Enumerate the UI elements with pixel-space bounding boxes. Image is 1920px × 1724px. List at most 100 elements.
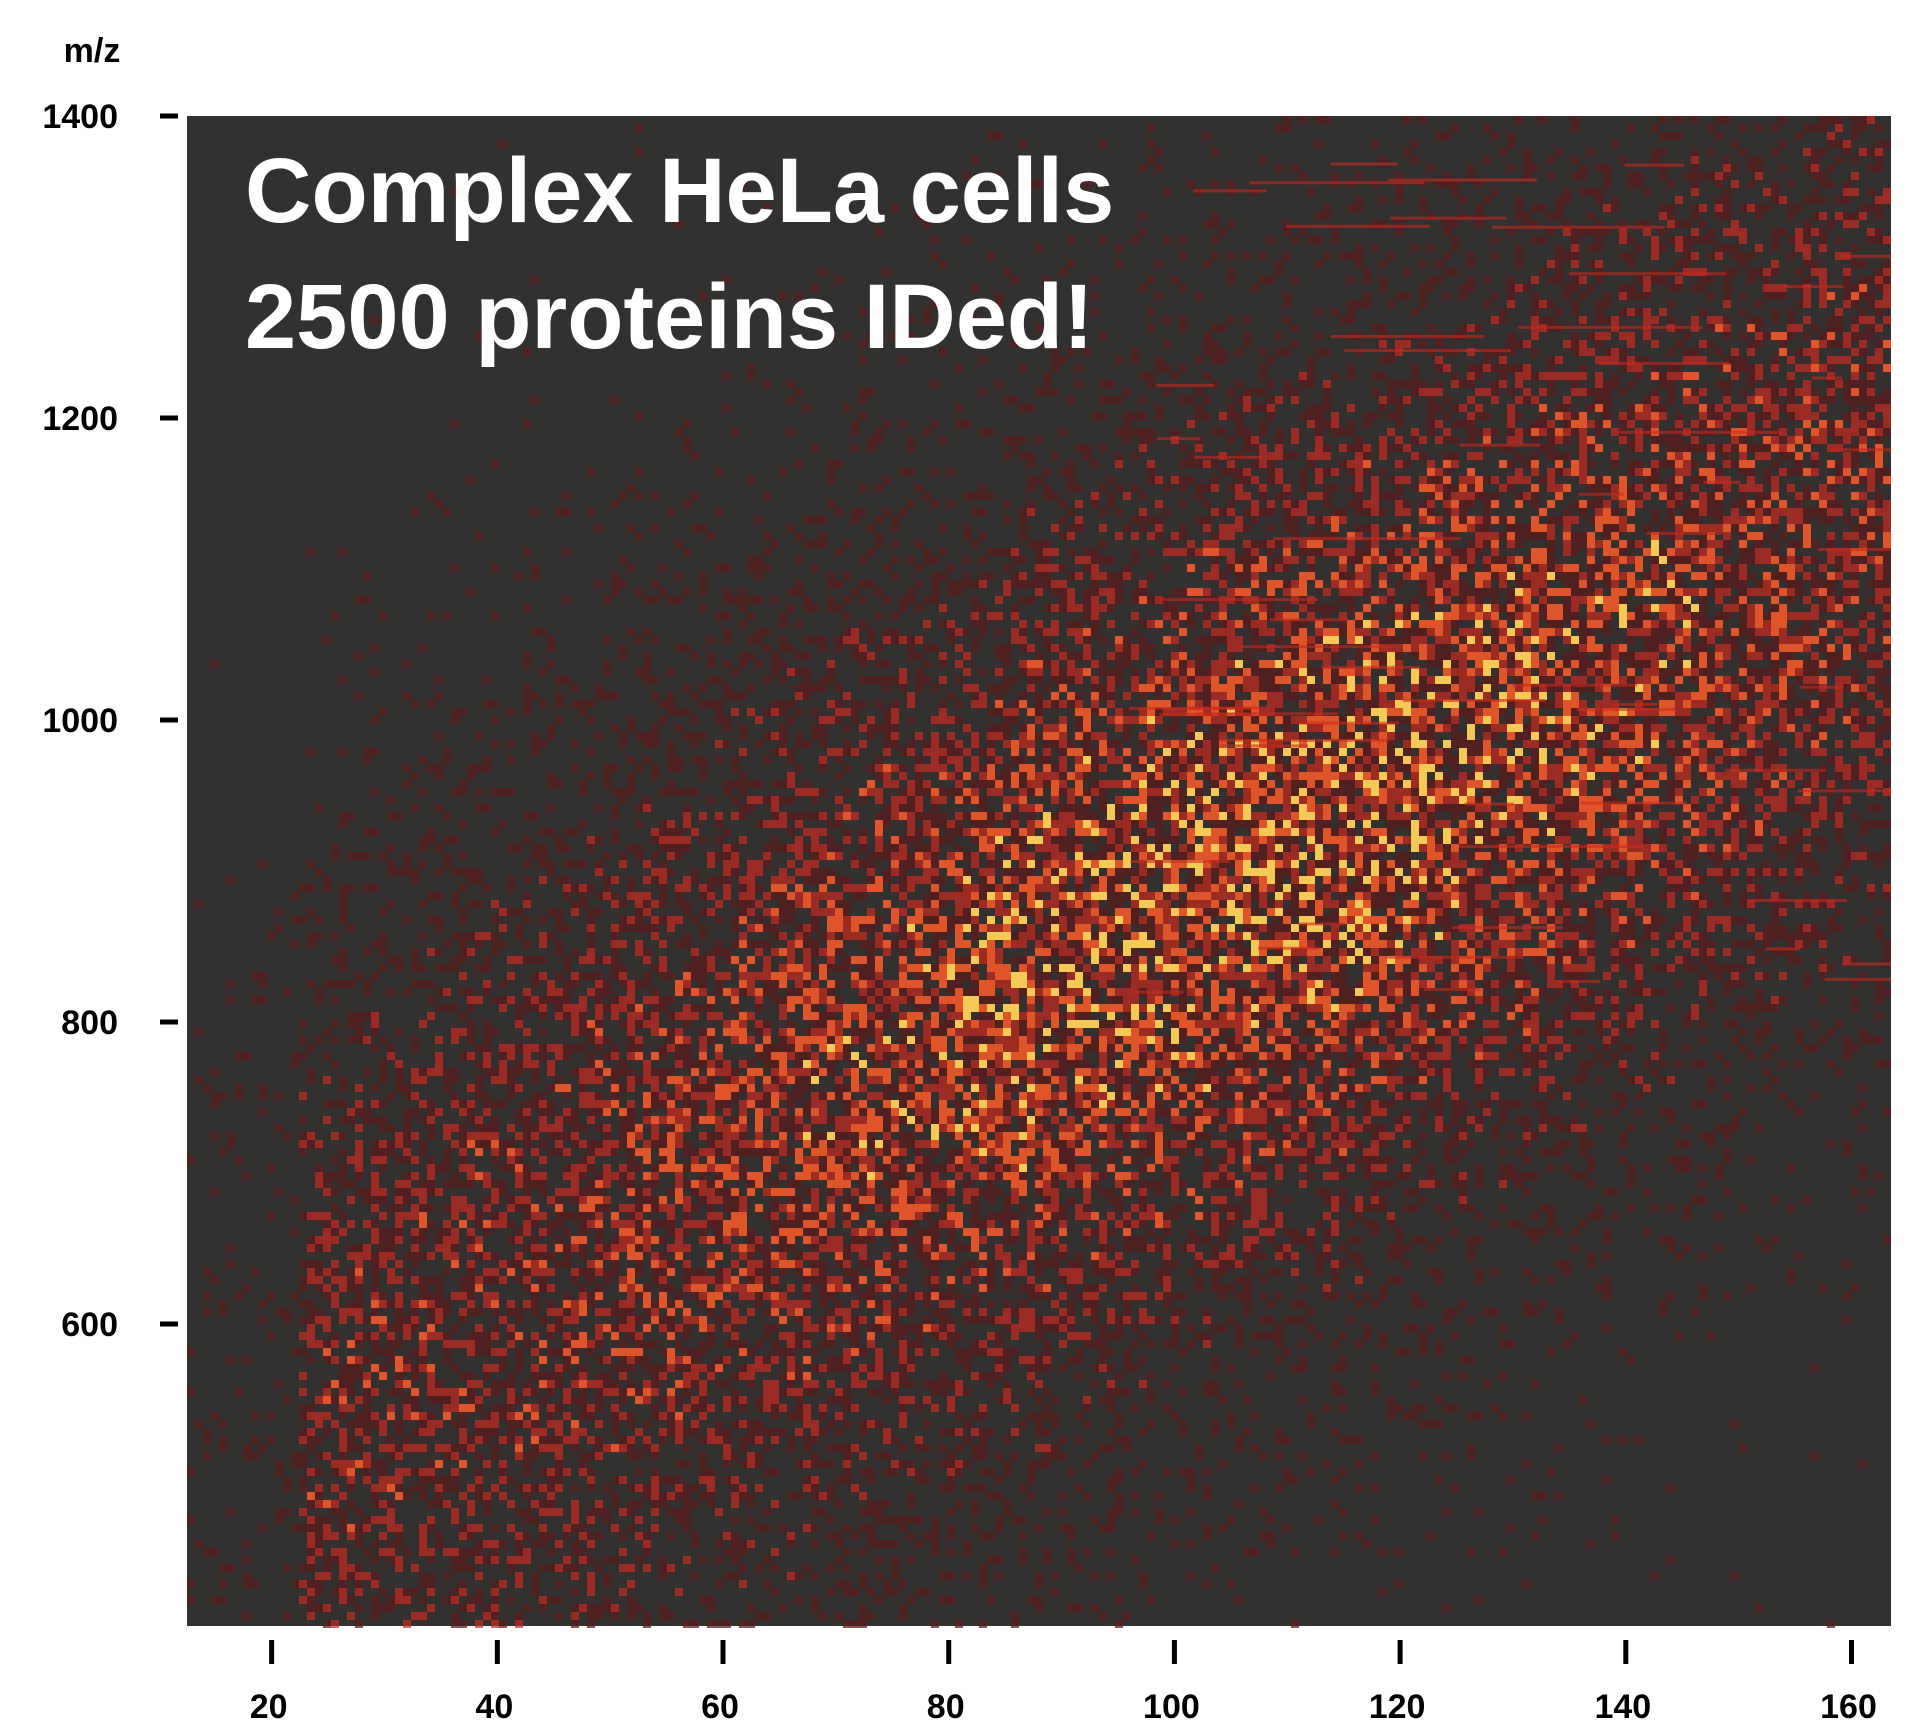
heatmap-cell [611, 932, 619, 940]
heatmap-cell [211, 1188, 219, 1196]
heatmap-cell [731, 1548, 739, 1556]
heatmap-cell [675, 940, 683, 948]
heatmap-cell [387, 1508, 395, 1516]
heatmap-cell [779, 996, 787, 1004]
heatmap-cell [611, 1524, 619, 1532]
heatmap-cell [915, 932, 923, 940]
heatmap-cell [923, 1476, 931, 1484]
heatmap-cell [627, 716, 635, 724]
heatmap-cell [683, 1076, 691, 1084]
heatmap-cell [227, 996, 235, 1004]
heatmap-cell [763, 1140, 771, 1148]
heatmap-cell [411, 964, 419, 972]
heatmap-cell [635, 804, 643, 812]
heatmap-cell [443, 988, 451, 996]
heatmap-cell [611, 1324, 619, 1332]
heatmap-cell [891, 916, 899, 924]
heatmap-cell [659, 1164, 667, 1172]
heatmap-cell [771, 932, 779, 940]
heatmap-cell [843, 1204, 851, 1212]
heatmap-cell [203, 1436, 211, 1444]
heatmap-cell [763, 1076, 771, 1084]
heatmap-cell [387, 868, 395, 876]
heatmap-cell [523, 1220, 531, 1228]
heatmap-cell [771, 1068, 779, 1076]
heatmap-cell [347, 1484, 355, 1492]
heatmap-cell [699, 1132, 707, 1140]
heatmap-cell [739, 988, 747, 996]
heatmap-cell [595, 972, 603, 980]
heatmap-cell [907, 1340, 915, 1348]
heatmap-cell [795, 940, 803, 948]
heatmap-cell [395, 1324, 403, 1332]
heatmap-cell [571, 1524, 579, 1532]
heatmap-cell [627, 1364, 635, 1372]
heatmap-cell [563, 1388, 571, 1396]
heatmap-cell [563, 1116, 571, 1124]
heatmap-cell [811, 444, 819, 452]
heatmap-cell [651, 1028, 659, 1036]
heatmap-cell [427, 1460, 435, 1468]
heatmap-cell [371, 1188, 379, 1196]
heatmap-cell [803, 972, 811, 980]
heatmap-cell [619, 1164, 627, 1172]
heatmap-cell [707, 884, 715, 892]
heatmap-cell [531, 1212, 539, 1220]
heatmap-cell [907, 924, 915, 932]
heatmap-cell [531, 1428, 539, 1436]
heatmap-cell [411, 956, 419, 964]
heatmap-cell [619, 1548, 627, 1556]
heatmap-cell [355, 652, 363, 660]
heatmap-cell [411, 1612, 419, 1620]
heatmap-cell [435, 1492, 443, 1500]
heatmap-cell [491, 1428, 499, 1436]
heatmap-cell [587, 1436, 595, 1444]
heatmap-cell [779, 748, 787, 756]
heatmap-cell [443, 1340, 451, 1348]
heatmap-cell [779, 636, 787, 644]
heatmap-cell [243, 1572, 251, 1580]
heatmap-cell [435, 1444, 443, 1452]
heatmap-cell [267, 1164, 275, 1172]
heatmap-cell [467, 1284, 475, 1292]
heatmap-cell [371, 1084, 379, 1092]
heatmap-cell [555, 1244, 563, 1252]
heatmap-cell [651, 1068, 659, 1076]
heatmap-cell [307, 1428, 315, 1436]
heatmap-cell [459, 1372, 467, 1380]
heatmap-cell [899, 508, 907, 516]
heatmap-cell [795, 1492, 803, 1500]
heatmap-cell [811, 564, 819, 572]
heatmap-cell [611, 828, 619, 836]
heatmap-cell [811, 636, 819, 644]
heatmap-cell [731, 692, 739, 700]
heatmap-cell [563, 1132, 571, 1140]
heatmap-cell [683, 1220, 691, 1228]
heatmap-cell [459, 1156, 467, 1164]
heatmap-cell [931, 812, 939, 820]
heatmap-cell [731, 956, 739, 964]
heatmap-cell [827, 1308, 835, 1316]
heatmap-cell [875, 788, 883, 796]
heatmap-cell [211, 1092, 219, 1100]
heatmap-cell [299, 1348, 307, 1356]
heatmap-cell [883, 780, 891, 788]
heatmap-cell [803, 1156, 811, 1164]
heatmap-cell [483, 1372, 491, 1380]
heatmap-cell [595, 1188, 603, 1196]
heatmap-cell [859, 996, 867, 1004]
heatmap-cell [667, 836, 675, 844]
heatmap-cell [475, 1396, 483, 1404]
heatmap-cell [835, 1500, 843, 1508]
heatmap-cell [451, 1396, 459, 1404]
heatmap-cell [339, 1180, 347, 1188]
heatmap-cell [867, 1052, 875, 1060]
heatmap-cell [811, 940, 819, 948]
heatmap-cell [587, 1020, 595, 1028]
heatmap-cell [691, 1068, 699, 1076]
heatmap-cell [867, 1468, 875, 1476]
heatmap-cell [587, 1292, 595, 1300]
heatmap-cell [859, 980, 867, 988]
heatmap-cell [763, 1060, 771, 1068]
heatmap-cell [443, 1572, 451, 1580]
